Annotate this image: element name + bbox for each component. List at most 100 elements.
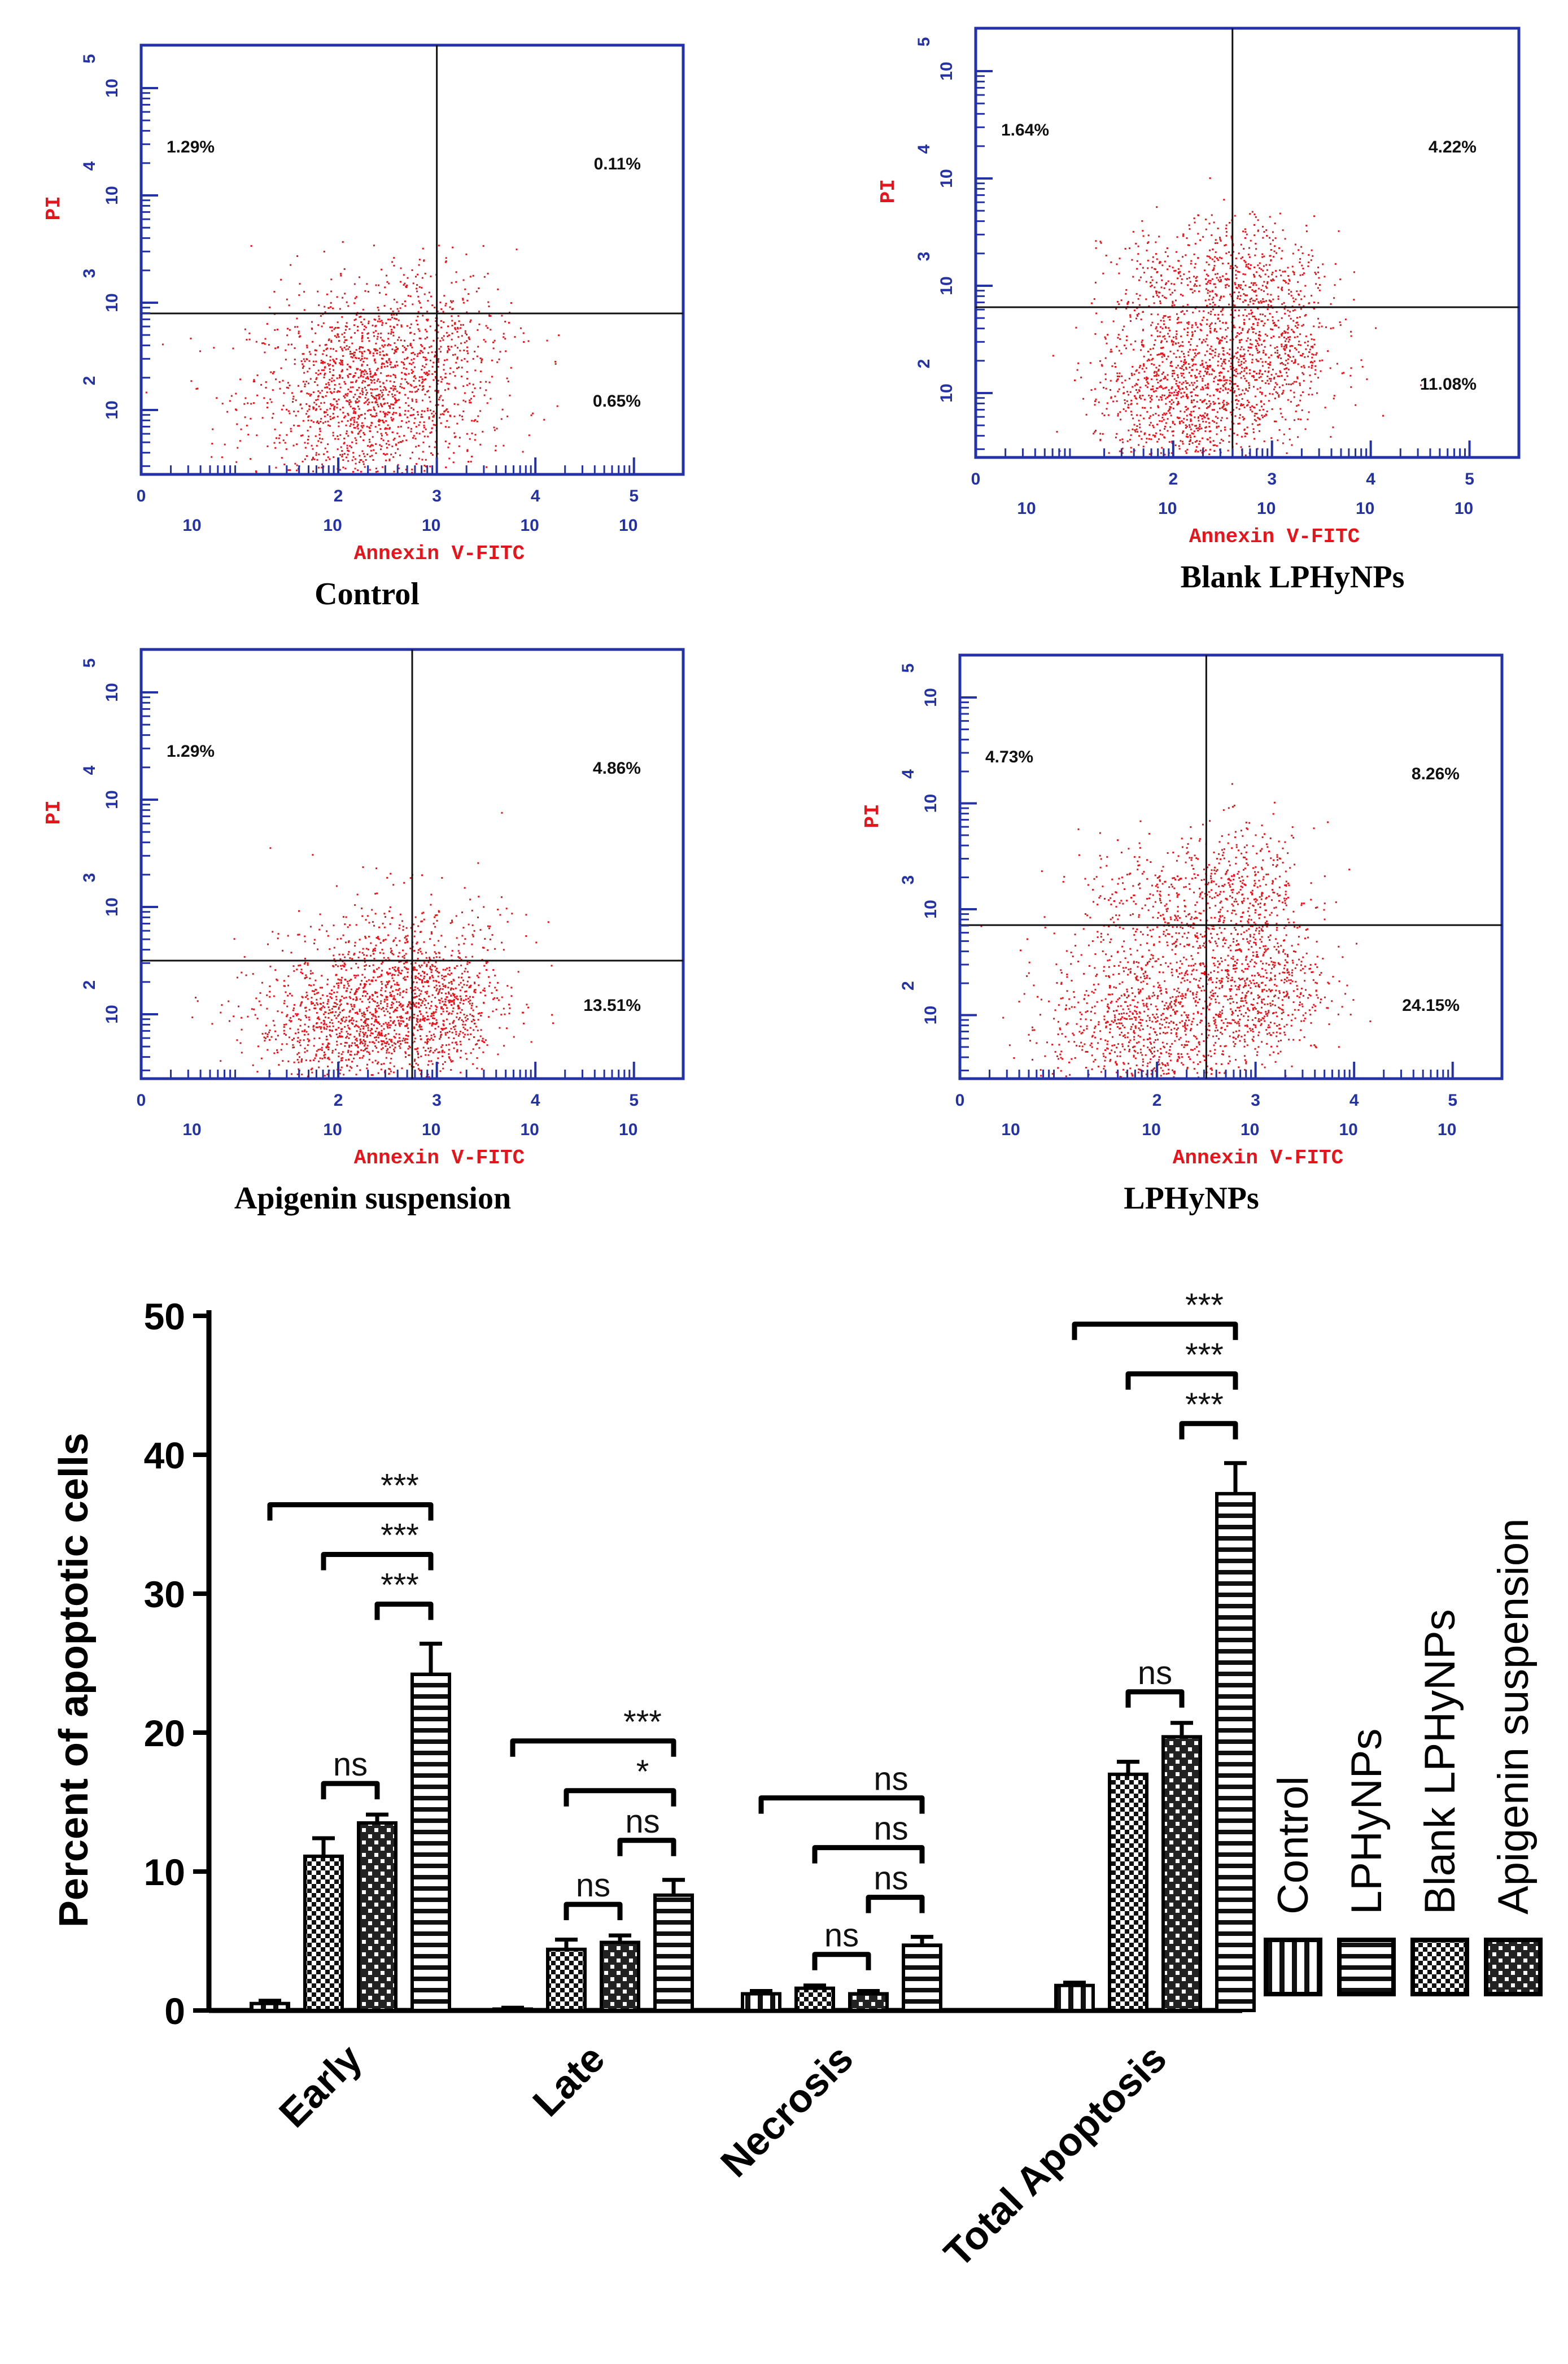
event-dot bbox=[395, 348, 398, 351]
event-dot bbox=[1276, 311, 1278, 313]
event-dot bbox=[351, 431, 353, 434]
event-dot bbox=[303, 372, 305, 374]
event-dot bbox=[405, 368, 408, 370]
event-dot bbox=[398, 442, 400, 444]
event-dot bbox=[393, 381, 395, 383]
event-dot bbox=[1332, 327, 1334, 329]
event-dot bbox=[1247, 330, 1249, 332]
event-dot bbox=[1287, 309, 1289, 312]
event-dot bbox=[433, 416, 435, 418]
event-dot bbox=[278, 381, 281, 383]
event-dot bbox=[1250, 239, 1252, 242]
event-dot bbox=[432, 965, 434, 967]
event-dot bbox=[1142, 311, 1144, 313]
event-dot bbox=[1212, 308, 1214, 311]
event-dot bbox=[1209, 303, 1211, 305]
event-dot bbox=[384, 344, 386, 346]
event-dot bbox=[1240, 284, 1242, 286]
event-dot bbox=[346, 430, 348, 433]
event-dot bbox=[318, 466, 320, 469]
event-dot bbox=[235, 408, 237, 411]
event-dot bbox=[335, 400, 338, 403]
event-dot bbox=[300, 1019, 302, 1021]
event-dot bbox=[439, 302, 442, 303]
event-dot bbox=[1225, 382, 1228, 384]
event-dot bbox=[353, 1006, 355, 1008]
event-dot bbox=[1309, 387, 1311, 389]
event-dot bbox=[301, 1030, 303, 1032]
event-dot bbox=[1151, 363, 1153, 365]
event-dot bbox=[341, 348, 343, 350]
event-dot bbox=[1259, 369, 1261, 372]
event-dot bbox=[1152, 388, 1154, 390]
event-dot bbox=[1197, 214, 1199, 216]
event-dot bbox=[1240, 403, 1242, 405]
event-dot bbox=[477, 415, 479, 417]
event-dot bbox=[286, 408, 287, 411]
event-dot bbox=[445, 260, 447, 263]
event-dot bbox=[482, 430, 484, 433]
event-dot bbox=[1142, 446, 1145, 448]
event-dot bbox=[1304, 356, 1306, 358]
event-dot bbox=[286, 1015, 288, 1018]
event-dot bbox=[302, 434, 304, 437]
event-dot bbox=[312, 1028, 315, 1031]
event-dot bbox=[329, 1026, 331, 1028]
event-dot bbox=[1296, 290, 1298, 293]
event-dot bbox=[1269, 300, 1271, 302]
event-dot bbox=[1216, 337, 1218, 339]
event-dot bbox=[416, 463, 417, 465]
event-dot bbox=[324, 1051, 325, 1053]
event-dot bbox=[503, 336, 505, 338]
event-dot bbox=[353, 426, 355, 429]
event-dot bbox=[489, 982, 491, 984]
event-dot bbox=[250, 245, 252, 247]
event-dot bbox=[368, 1058, 370, 1061]
event-dot bbox=[321, 325, 323, 328]
event-dot bbox=[338, 390, 340, 392]
event-dot bbox=[1172, 434, 1174, 437]
event-dot bbox=[1251, 354, 1253, 356]
event-dot bbox=[427, 409, 429, 412]
event-dot bbox=[1161, 420, 1163, 422]
event-dot bbox=[339, 308, 341, 310]
event-dot bbox=[1298, 344, 1300, 346]
event-dot bbox=[447, 411, 449, 413]
event-dot bbox=[1155, 241, 1157, 243]
event-dot bbox=[327, 1057, 329, 1059]
event-dot bbox=[1194, 451, 1196, 453]
event-dot bbox=[265, 1024, 268, 1027]
event-dot bbox=[1220, 379, 1222, 381]
event-dot bbox=[1225, 244, 1227, 246]
event-dot bbox=[1243, 323, 1246, 325]
event-dot bbox=[410, 344, 412, 347]
event-dot bbox=[1204, 426, 1207, 429]
event-dot bbox=[1149, 415, 1151, 417]
event-dot bbox=[320, 408, 322, 411]
event-dot bbox=[375, 1039, 377, 1041]
event-dot bbox=[1206, 426, 1207, 428]
event-dot bbox=[341, 370, 343, 372]
event-dot bbox=[368, 409, 370, 411]
event-dot bbox=[351, 342, 353, 344]
event-dot bbox=[308, 1040, 310, 1043]
event-dot bbox=[1158, 369, 1160, 372]
event-dot bbox=[290, 430, 292, 433]
event-dot bbox=[1165, 403, 1167, 405]
event-dot bbox=[398, 467, 400, 469]
event-dot bbox=[444, 304, 447, 307]
event-dot bbox=[340, 446, 342, 448]
event-dot bbox=[1294, 243, 1296, 246]
event-dot bbox=[1226, 379, 1228, 381]
event-dot bbox=[404, 409, 407, 412]
event-dot bbox=[1117, 376, 1119, 377]
event-dot bbox=[1208, 264, 1210, 266]
event-dot bbox=[324, 1016, 326, 1018]
event-dot bbox=[212, 428, 214, 430]
event-dot bbox=[316, 459, 318, 461]
event-dot bbox=[1159, 420, 1161, 422]
event-dot bbox=[554, 361, 557, 363]
event-dot bbox=[317, 390, 320, 392]
event-dot bbox=[1265, 264, 1268, 266]
event-dot bbox=[348, 365, 351, 368]
